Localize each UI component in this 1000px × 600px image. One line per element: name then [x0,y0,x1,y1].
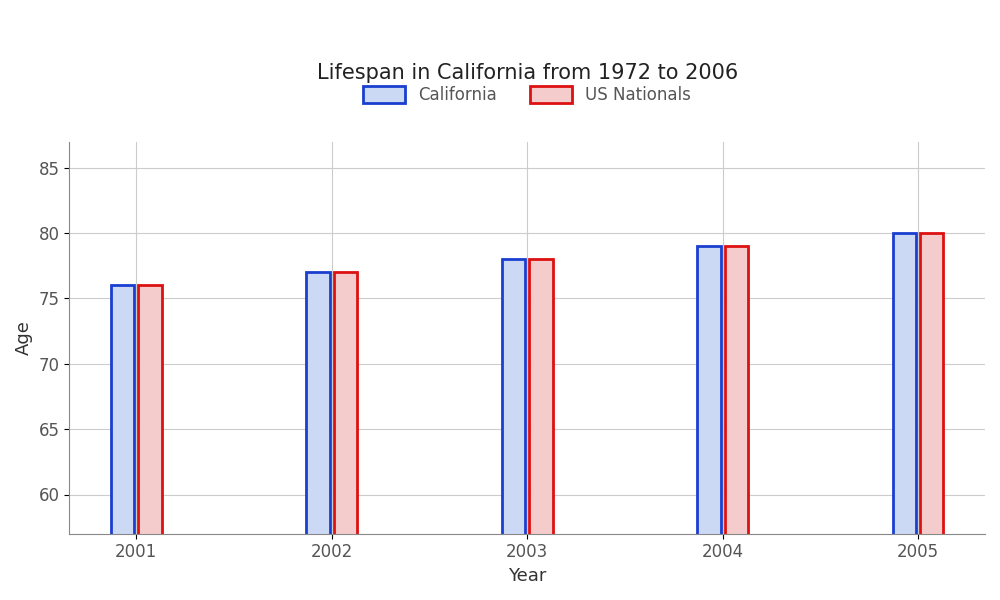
Bar [697,246,721,600]
Title: Lifespan in California from 1972 to 2006: Lifespan in California from 1972 to 2006 [317,63,738,83]
Bar [920,233,943,600]
Bar [725,246,748,600]
Bar [529,259,553,600]
Bar [138,286,162,600]
Bar [502,259,525,600]
Bar [334,272,357,600]
X-axis label: Year: Year [508,567,546,585]
Bar [306,272,330,600]
Y-axis label: Age: Age [15,320,33,355]
Bar [111,286,134,600]
Bar [893,233,916,600]
Legend: California, US Nationals: California, US Nationals [356,79,698,111]
